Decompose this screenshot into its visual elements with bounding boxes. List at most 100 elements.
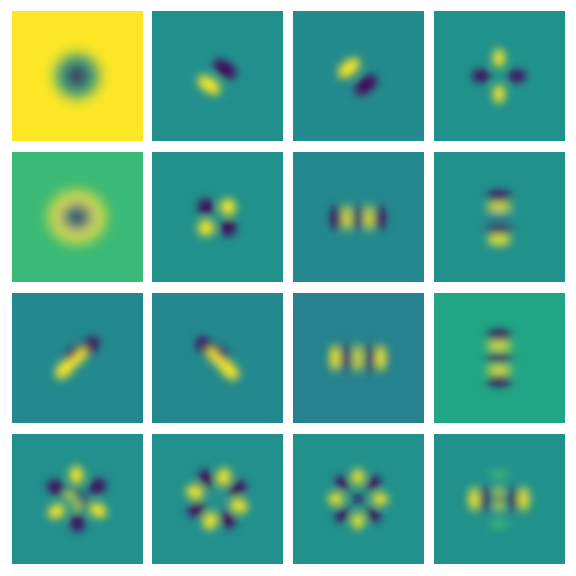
pattern-blob [372, 493, 388, 505]
pattern-blob [214, 345, 230, 361]
pattern-blob [489, 520, 509, 528]
image-panel [293, 293, 424, 423]
pattern-blob [47, 480, 65, 495]
pattern-blob [366, 476, 381, 491]
pattern-blob [486, 203, 512, 211]
pattern-blob [64, 345, 80, 361]
pattern-blob [220, 220, 236, 236]
pattern-blob [366, 507, 381, 522]
pattern-blob [66, 65, 88, 87]
pattern-blob [487, 191, 511, 201]
pattern-blob [495, 501, 503, 511]
pattern [330, 344, 386, 372]
pattern-blob [198, 470, 214, 488]
pattern-blob [89, 503, 107, 518]
pattern-blob [230, 498, 248, 513]
pattern-blob [228, 480, 246, 496]
image-panel [152, 152, 283, 282]
pattern-blob [375, 206, 385, 230]
image-panel [293, 152, 424, 282]
pattern-blob [213, 59, 237, 79]
pattern [196, 337, 239, 380]
pattern-blob [481, 486, 489, 512]
panel-background [12, 434, 143, 564]
image-panel [12, 152, 143, 282]
pattern-blob [489, 470, 509, 478]
pattern-blob [486, 354, 512, 362]
panel-background [434, 11, 565, 141]
image-panel [434, 434, 565, 564]
pattern-blob [342, 344, 350, 372]
pattern-blob [486, 214, 512, 222]
image-panel [152, 434, 283, 564]
pattern-blob [330, 345, 340, 371]
pattern [198, 199, 236, 236]
image-panel [293, 434, 424, 564]
pattern-blob [366, 344, 374, 372]
pattern-blob [495, 496, 503, 502]
pattern-blob [352, 469, 364, 485]
pattern-blob [198, 199, 214, 215]
panel-background [152, 11, 283, 141]
pattern [338, 58, 377, 95]
pattern-blob [353, 494, 363, 504]
pattern-blob [220, 199, 236, 215]
image-panel [152, 293, 283, 423]
pattern-blob [198, 220, 214, 236]
pattern-blob [487, 330, 511, 340]
pattern-blob [335, 476, 350, 491]
pattern-blob [365, 205, 373, 231]
pattern-blob [493, 49, 505, 67]
pattern-blob [486, 225, 512, 233]
pattern [472, 49, 526, 103]
pattern-blob [343, 205, 351, 231]
pattern-blob [508, 70, 526, 82]
pattern-blob [495, 487, 503, 497]
pattern [47, 466, 107, 532]
pattern [328, 469, 388, 529]
pattern-blob [69, 466, 84, 485]
image-panel [152, 11, 283, 141]
pattern-blob [328, 493, 344, 505]
pattern [486, 330, 512, 386]
pattern-blob [89, 479, 106, 494]
pattern-blob [216, 468, 231, 486]
pattern [469, 470, 529, 528]
pattern-blob [186, 485, 204, 500]
pattern-blob [55, 359, 75, 379]
pattern-blob [472, 70, 490, 82]
pattern-blob [487, 235, 511, 245]
pattern [49, 191, 105, 243]
pattern-blob [352, 513, 364, 529]
pattern-blob [331, 206, 341, 230]
pattern-blob [65, 492, 75, 500]
panel-background [152, 152, 283, 282]
pattern [55, 54, 99, 98]
image-panel [12, 11, 143, 141]
pattern-blob [509, 486, 517, 512]
pattern-blob [70, 513, 85, 532]
pattern-blob [355, 75, 377, 95]
pattern-blob [486, 366, 512, 374]
pattern [486, 191, 512, 245]
pattern [186, 468, 248, 530]
pattern-blob [73, 488, 81, 496]
pattern-blob [79, 498, 89, 506]
pattern-blob [335, 507, 350, 522]
pattern-blob [73, 502, 81, 510]
pattern-blob [354, 205, 362, 231]
image-panel [293, 11, 424, 141]
pattern-blob [338, 58, 360, 78]
pattern-blob [486, 342, 512, 350]
pattern-blob [519, 487, 529, 511]
pattern [55, 337, 99, 379]
pattern-blob [203, 512, 218, 530]
pattern-blob [354, 344, 362, 372]
pattern-blob [469, 487, 479, 511]
image-panel [12, 434, 143, 564]
pattern-blob [69, 208, 85, 226]
pattern-blob [48, 504, 65, 519]
pattern-blob [219, 360, 239, 380]
